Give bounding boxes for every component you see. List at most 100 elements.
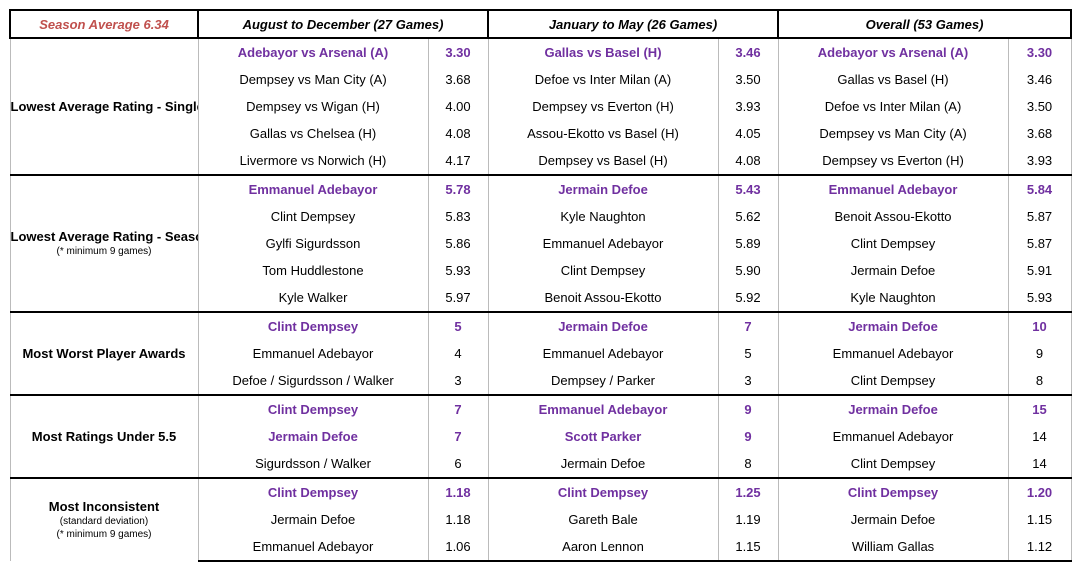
player-cell: Gylfi Sigurdsson — [197, 230, 429, 257]
player-cell: Emmanuel Adebayor — [777, 174, 1009, 203]
player-cell: Gallas vs Chelsea (H) — [197, 120, 429, 147]
player-cell: Emmanuel Adebayor — [197, 174, 429, 203]
player-cell: Aaron Lennon — [487, 533, 719, 562]
player-cell: Jermain Defoe — [777, 506, 1009, 533]
player-cell: Sigurdsson / Walker — [197, 450, 429, 479]
player-cell: Dempsey / Parker — [487, 367, 719, 396]
table-row: Clint Dempsey 5.83 Kyle Naughton 5.62 Benoit… — [10, 203, 1072, 230]
value-cell: 3 — [427, 367, 489, 396]
value-cell: 14 — [1007, 450, 1072, 479]
player-cell: Emmanuel Adebayor — [777, 423, 1009, 450]
player-cell: Gareth Bale — [487, 506, 719, 533]
player-cell: Jermain Defoe — [777, 257, 1009, 284]
category-note: (standard deviation) (* minimum 9 games) — [56, 516, 152, 540]
value-cell: 5.83 — [427, 203, 489, 230]
player-cell: Emmanuel Adebayor — [487, 340, 719, 367]
player-cell: Defoe vs Inter Milan (A) — [487, 66, 719, 93]
value-cell: 1.06 — [427, 533, 489, 562]
table-row: Defoe / Sigurdsson / Walker 3 Dempsey / Pa… — [10, 367, 1072, 396]
player-cell: Dempsey vs Man City (A) — [777, 120, 1009, 147]
value-cell: 1.19 — [717, 506, 779, 533]
player-cell: Scott Parker — [487, 423, 719, 450]
value-cell: 4.08 — [717, 147, 779, 176]
table-row: Emmanuel Adebayor 4 Emmanuel Adebayor 5 Emma… — [10, 340, 1072, 367]
player-cell: Clint Dempsey — [777, 477, 1009, 506]
value-cell: 5.78 — [427, 174, 489, 203]
table-row: Most Inconsistent (standard deviation) (*… — [9, 477, 1072, 561]
overall-header: Overall (53 Games) — [777, 9, 1073, 39]
player-cell: William Gallas — [777, 533, 1009, 562]
value-cell: 1.12 — [1007, 533, 1072, 562]
player-cell: Dempsey vs Wigan (H) — [197, 93, 429, 120]
value-cell: 5.87 — [1007, 230, 1072, 257]
value-cell: 1.20 — [1007, 477, 1072, 506]
table-row: Most Ratings Under 5.5 Clint Dempsey 7 Emma… — [9, 394, 1072, 478]
table-row: Emmanuel Adebayor 1.06 Aaron Lennon 1.15 Wil… — [10, 533, 1072, 562]
table-row: Most Worst Player Awards Clint Dempsey 5 Je… — [9, 311, 1072, 395]
player-cell: Dempsey vs Everton (H) — [487, 93, 719, 120]
value-cell: 5.97 — [427, 284, 489, 313]
category-title: Most Inconsistent — [48, 499, 160, 514]
value-cell: 7 — [717, 311, 779, 340]
player-cell: Benoit Assou-Ekotto — [487, 284, 719, 313]
value-cell: 5.90 — [717, 257, 779, 284]
category-note: (* minimum 9 games) — [56, 246, 152, 257]
value-cell: 1.18 — [427, 506, 489, 533]
table-row: Kyle Walker 5.97 Benoit Assou-Ekotto 5.92 Ky… — [10, 284, 1072, 313]
season-average-header: Season Average 6.34 — [9, 9, 199, 39]
value-cell: 3.93 — [717, 93, 779, 120]
table-row: Gylfi Sigurdsson 5.86 Emmanuel Adebayor 5.8… — [10, 230, 1072, 257]
player-cell: Adebayor vs Arsenal (A) — [777, 37, 1009, 66]
value-cell: 5.86 — [427, 230, 489, 257]
value-cell: 5 — [427, 311, 489, 340]
category-label: Most Ratings Under 5.5 — [9, 394, 199, 478]
value-cell: 9 — [717, 423, 779, 450]
value-cell: 4.05 — [717, 120, 779, 147]
value-cell: 4.08 — [427, 120, 489, 147]
table-row: Jermain Defoe 1.18 Gareth Bale 1.19 Jermain … — [10, 506, 1072, 533]
player-cell: Clint Dempsey — [197, 203, 429, 230]
table-row: Lowest Average Rating - Season (* minimum… — [9, 174, 1072, 312]
player-cell: Emmanuel Adebayor — [487, 394, 719, 423]
player-cell: Dempsey vs Everton (H) — [777, 147, 1009, 176]
table-row: Jermain Defoe 7 Scott Parker 9 Emmanuel Adeb… — [10, 423, 1072, 450]
player-cell: Livermore vs Norwich (H) — [197, 147, 429, 176]
category-label: Most Worst Player Awards — [9, 311, 199, 395]
value-cell: 10 — [1007, 311, 1072, 340]
player-cell: Gallas vs Basel (H) — [487, 37, 719, 66]
category-label: Most Inconsistent (standard deviation) (*… — [9, 477, 199, 561]
player-cell: Jermain Defoe — [197, 423, 429, 450]
value-cell: 3.30 — [1007, 37, 1072, 66]
category-title: Most Worst Player Awards — [22, 345, 186, 361]
value-cell: 5.92 — [717, 284, 779, 313]
player-cell: Kyle Naughton — [487, 203, 719, 230]
player-cell: Defoe / Sigurdsson / Walker — [197, 367, 429, 396]
player-cell: Emmanuel Adebayor — [197, 533, 429, 562]
stats-body: Lowest Average Rating - Single Match Adeb… — [9, 37, 1072, 562]
category-title: Lowest Average Rating - Season — [10, 229, 198, 244]
value-cell: 7 — [427, 423, 489, 450]
value-cell: 1.15 — [1007, 506, 1072, 533]
player-cell: Clint Dempsey — [777, 230, 1009, 257]
table-row: Dempsey vs Wigan (H) 4.00 Dempsey vs Evert… — [10, 93, 1072, 120]
aug-dec-header: August to December (27 Games) — [197, 9, 489, 39]
stats-table: Season Average 6.34 August to December (… — [9, 9, 1073, 562]
value-cell: 4.17 — [427, 147, 489, 176]
player-cell: Jermain Defoe — [487, 450, 719, 479]
value-cell: 5.62 — [717, 203, 779, 230]
table-row: Livermore vs Norwich (H) 4.17 Dempsey vs B… — [10, 147, 1072, 176]
value-cell: 14 — [1007, 423, 1072, 450]
value-cell: 4.00 — [427, 93, 489, 120]
player-cell: Kyle Naughton — [777, 284, 1009, 313]
value-cell: 5.89 — [717, 230, 779, 257]
player-cell: Dempsey vs Man City (A) — [197, 66, 429, 93]
value-cell: 3.68 — [1007, 120, 1072, 147]
table-row: Gallas vs Chelsea (H) 4.08 Assou-Ekotto vs… — [10, 120, 1072, 147]
value-cell: 8 — [1007, 367, 1072, 396]
value-cell: 5.91 — [1007, 257, 1072, 284]
value-cell: 9 — [1007, 340, 1072, 367]
player-cell: Jermain Defoe — [777, 311, 1009, 340]
player-cell: Tom Huddlestone — [197, 257, 429, 284]
player-cell: Assou-Ekotto vs Basel (H) — [487, 120, 719, 147]
player-cell: Adebayor vs Arsenal (A) — [197, 37, 429, 66]
